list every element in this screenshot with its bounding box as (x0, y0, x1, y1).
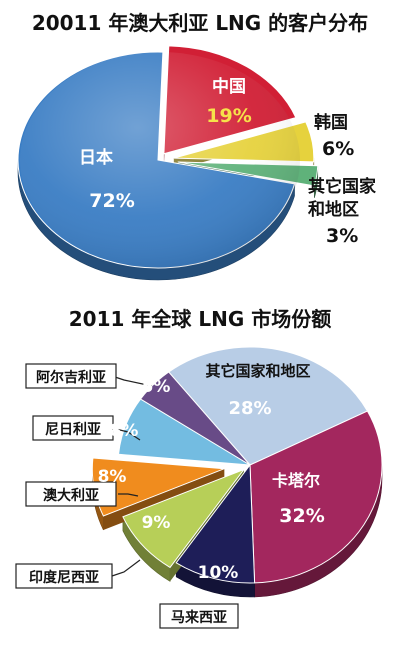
slice-label-other-regions: 其它国家和地区 (205, 362, 310, 380)
label-box-algeria: 阿尔吉利亚 (25, 363, 117, 389)
slice-value-other-regions: 28% (228, 398, 271, 419)
pie-slice-3 (122, 468, 246, 569)
slice-value-qatar: 32% (279, 505, 324, 527)
slice-value-australia: 8% (98, 467, 127, 487)
slice-value-korea: 6% (322, 138, 354, 160)
leader-line-indonesia (111, 559, 141, 577)
label-box (32, 415, 114, 441)
label-box (25, 363, 117, 389)
leader-line-nigeria (111, 427, 141, 441)
slice-label-other: 其它国家 (308, 176, 376, 197)
chart-title: 20011 年澳大利亚 LNG 的客户分布 (32, 11, 368, 35)
slice-value-other: 3% (326, 225, 358, 247)
slice-value-china: 19% (206, 105, 251, 127)
label-box-australia: 澳大利亚 (25, 481, 117, 507)
pie-slice-6 (139, 371, 251, 466)
slice-value-algeria: 5% (142, 377, 171, 397)
slice-value-malaysia: 10% (198, 563, 239, 583)
leader-line-australia (118, 493, 139, 497)
slice-label-japan: 日本 (79, 147, 113, 168)
slice-label-malaysia: 马来西亚 (171, 610, 227, 626)
pie-chart-market-share: 2011 年全球 LNG 市场份额 阿尔吉利亚 尼日利亚 澳大利亚 印度尼西亚 (15, 307, 383, 629)
label-box (15, 563, 113, 589)
slice-value-indonesia: 9% (142, 513, 171, 533)
slice-label-indonesia: 印度尼西亚 (29, 569, 99, 586)
slice-label-korea: 韩国 (314, 112, 348, 133)
slice-label-nigeria: 尼日利亚 (45, 421, 101, 438)
label-box-malaysia: 马来西亚 (159, 603, 239, 629)
label-box-indonesia: 印度尼西亚 (15, 563, 113, 589)
chart-title: 2011 年全球 LNG 市场份额 (69, 307, 331, 331)
pie-chart-customers: 20011 年澳大利亚 LNG 的客户分布 日本 72% 中国 19% 韩国 6… (17, 11, 376, 281)
label-box (25, 481, 117, 507)
pie-slice-1 (249, 410, 383, 584)
slice-label-other-line2: 和地区 (308, 199, 359, 220)
label-box (159, 603, 239, 629)
slice-label-qatar: 卡塔尔 (272, 471, 320, 490)
slice-value-nigeria: 8% (110, 421, 139, 441)
slice-label-australia: 澳大利亚 (43, 487, 99, 504)
slice-label-algeria: 阿尔吉利亚 (36, 369, 106, 386)
slice-label-china: 中国 (212, 76, 246, 97)
pie-slices (91, 346, 383, 584)
pie-slices (17, 45, 319, 269)
label-box-nigeria: 尼日利亚 (32, 415, 114, 441)
pie-slice-2 (175, 463, 256, 584)
pie-slice-0 (167, 346, 369, 466)
slice-value-japan: 72% (89, 190, 134, 212)
